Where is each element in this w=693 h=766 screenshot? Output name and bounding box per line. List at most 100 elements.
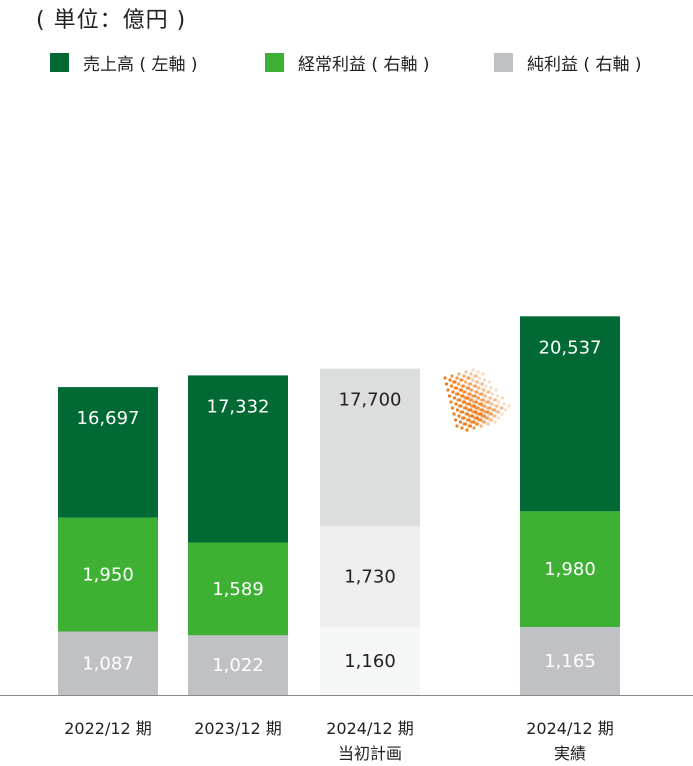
arrow-dot: [468, 398, 472, 402]
arrow-dot: [462, 422, 466, 426]
arrow-dot: [478, 408, 482, 412]
bar-ordinary-profit-2: [188, 542, 288, 636]
arrow-dot: [484, 416, 489, 420]
arrow-dot: [495, 404, 499, 408]
legend-item-net-profit: 純利益 ( 右軸 ): [494, 50, 641, 75]
arrow-dot: [478, 392, 483, 396]
arrow-dot: [475, 396, 479, 400]
data-label-net-profit-1: 1,087: [82, 653, 134, 674]
arrow-dot: [481, 404, 486, 408]
arrow-dot: [489, 412, 494, 416]
arrow-dot: [444, 382, 449, 386]
arrow-dot: [471, 400, 476, 404]
arrow-dot: [473, 390, 478, 394]
legend-label-sales: 売上高 ( 左軸 ): [83, 55, 198, 75]
arrow-dot: [489, 386, 493, 390]
arrow-dot: [476, 396, 481, 400]
arrow-dot: [497, 400, 501, 404]
arrow-dot: [462, 374, 466, 378]
arrow-dot: [458, 420, 463, 424]
arrow-dot: [483, 410, 487, 414]
arrow-dot: [479, 408, 484, 412]
arrow-dot: [480, 404, 484, 408]
arrow-dot: [500, 412, 504, 416]
arrow-dot: [472, 426, 476, 430]
arrow-dot: [468, 382, 473, 386]
data-label-ordinary-profit-3: 1,730: [344, 567, 396, 588]
arrow-dot: [472, 416, 477, 420]
arrow-dot: [455, 376, 459, 380]
arrow-dot: [470, 394, 474, 398]
data-label-ordinary-profit-1: 1,950: [82, 565, 134, 586]
arrow-dot: [476, 412, 480, 416]
legend-label-ordinary-profit: 経常利益 ( 右軸 ): [298, 55, 430, 75]
arrow-dot: [483, 394, 488, 398]
arrow-dot: [470, 388, 474, 392]
bar-net-profit-4: [520, 626, 620, 695]
arrow-dot: [467, 382, 471, 386]
legend-item-ordinary-profit: 経常利益 ( 右軸 ): [265, 50, 429, 75]
legend-swatch-ordinary-profit: [265, 53, 284, 72]
arrow-dot: [498, 406, 503, 410]
arrow-dot: [502, 402, 506, 406]
arrow-dot: [481, 414, 485, 418]
arrow-dot: [487, 380, 492, 384]
data-label-net-profit-2: 1,022: [212, 655, 264, 676]
arrow-dot: [446, 388, 450, 392]
arrow-dot: [463, 380, 468, 384]
arrow-dot: [488, 418, 492, 422]
arrow-dot: [474, 406, 479, 410]
arrow-dot: [457, 414, 461, 418]
arrow-dot: [455, 424, 459, 428]
legend: 売上高 ( 左軸 ) 経常利益 ( 右軸 ) 純利益 ( 右軸 ): [0, 50, 693, 80]
arrow-dot: [486, 400, 491, 404]
arrow-dot: [503, 408, 508, 412]
arrow-dot: [477, 392, 481, 396]
arrow-dot: [464, 370, 468, 374]
arrow-dot: [464, 412, 468, 416]
arrow-dot: [456, 382, 461, 386]
arrow-dot: [488, 396, 493, 400]
arrow-dot: [500, 406, 504, 410]
arrow-dot: [460, 384, 464, 388]
arrow-dot: [460, 426, 464, 430]
data-label-sales-2: 17,332: [207, 396, 270, 417]
arrow-dot: [459, 394, 464, 398]
arrow-dot: [486, 416, 490, 420]
arrow-dot: [443, 376, 447, 380]
arrow-dot: [478, 398, 483, 402]
arrow-dot: [482, 394, 486, 398]
x-tick-label-3-1: 2024/12 期: [326, 719, 414, 738]
arrow-dot: [491, 408, 496, 412]
arrow-dot: [467, 376, 471, 380]
arrow-dot: [495, 410, 499, 414]
arrow-dot: [485, 406, 489, 410]
arrow-dot: [493, 408, 497, 412]
bar-ordinary-profit-4: [520, 511, 620, 627]
arrow-dot: [455, 408, 460, 412]
arrow-dot: [487, 390, 491, 394]
arrow-dot: [484, 410, 489, 414]
x-tick-label-4-1: 2024/12 期: [526, 719, 614, 738]
arrow-dot: [466, 408, 470, 412]
arrow-dot: [450, 406, 455, 410]
arrow-dot: [452, 412, 456, 416]
arrow-dot: [480, 382, 485, 386]
arrow-dot: [476, 402, 481, 406]
arrow-dot: [458, 388, 462, 392]
arrow-dot: [456, 398, 460, 402]
arrow-dot: [476, 370, 480, 374]
arrow-dot: [484, 384, 488, 388]
arrow-dot: [483, 400, 488, 404]
arrow-dot: [462, 406, 467, 410]
arrow-dot: [459, 410, 463, 414]
data-label-sales-1: 16,697: [77, 408, 140, 429]
bar-sales-2: [188, 375, 288, 543]
arrow-dot: [472, 374, 477, 378]
bar-ordinary-profit-1: [58, 517, 158, 632]
arrow-dot: [472, 384, 476, 388]
arrow-icon: [443, 368, 511, 432]
arrow-dot: [474, 380, 478, 384]
data-label-ordinary-profit-4: 1,980: [544, 559, 596, 580]
arrow-dot: [465, 386, 469, 390]
